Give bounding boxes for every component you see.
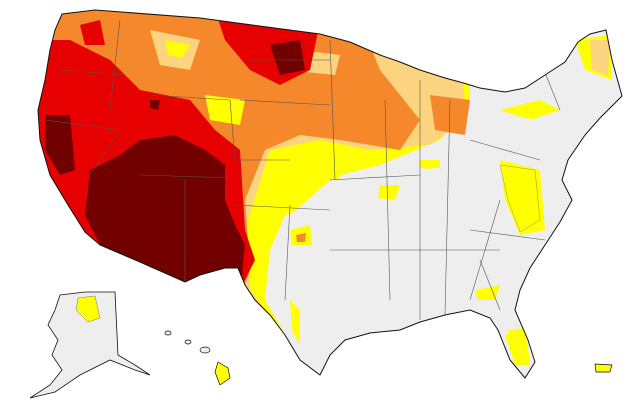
state-borders <box>44 19 561 320</box>
alaska-drought-area <box>75 295 101 323</box>
puerto-rico <box>594 363 613 373</box>
alaska <box>29 291 151 399</box>
hawaii <box>164 330 231 386</box>
